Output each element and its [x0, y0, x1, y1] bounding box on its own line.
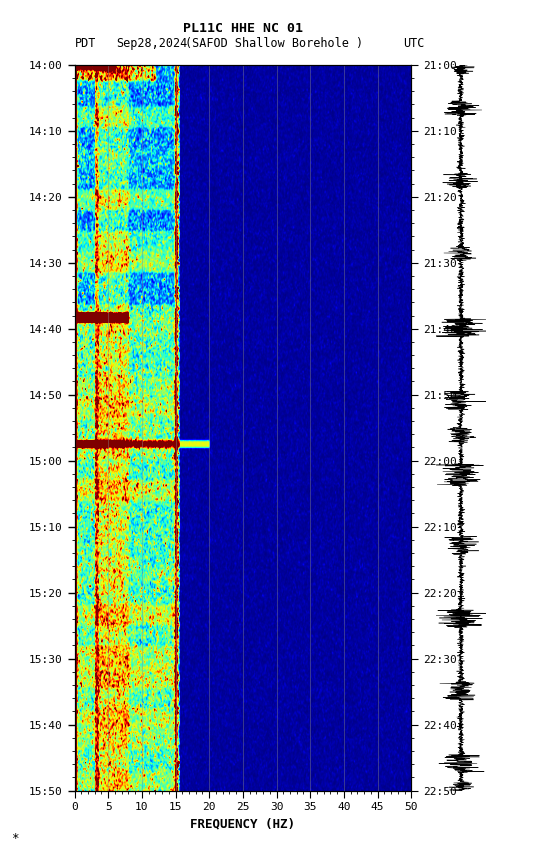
X-axis label: FREQUENCY (HZ): FREQUENCY (HZ)	[190, 818, 295, 831]
Text: UTC: UTC	[403, 37, 424, 50]
Text: (SAFOD Shallow Borehole ): (SAFOD Shallow Borehole )	[185, 37, 363, 50]
Text: PL11C HHE NC 01: PL11C HHE NC 01	[183, 22, 303, 35]
Text: PDT: PDT	[75, 37, 96, 50]
Text: Sep28,2024: Sep28,2024	[116, 37, 187, 50]
Text: *: *	[11, 832, 19, 845]
